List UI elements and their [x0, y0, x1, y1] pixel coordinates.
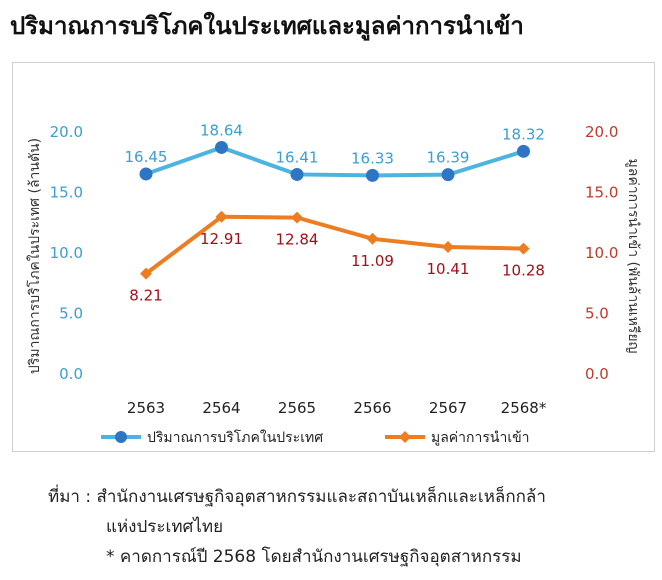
y-right-tick-label: 15.0	[585, 184, 618, 202]
consumption-point	[215, 140, 228, 154]
y-left-tick-label: 10.0	[50, 244, 83, 262]
consumption-data-label: 16.45	[125, 148, 168, 166]
x-tick-label: 2565	[278, 399, 316, 417]
legend-import-marker	[399, 431, 411, 443]
x-tick-label: 2568*	[501, 399, 547, 417]
y-axis-left-label: ปริมาณการบริโภคในประเทศ (ล้านตัน)	[26, 138, 43, 374]
x-tick-label: 2566	[353, 399, 391, 417]
y-axis-right-label: มูลค่าการนำเข้า (พันล้านเหรียญ	[625, 159, 641, 354]
forecast-note: * คาดการณ์ปี 2568 โดยสำนักงานเศรษฐกิจอุต…	[106, 547, 522, 567]
series-consumption-line	[145, 145, 525, 178]
consumption-point	[517, 144, 530, 158]
import-point	[442, 241, 454, 254]
import-point	[366, 232, 379, 245]
y-right-tick-label: 20.0	[585, 123, 618, 141]
import-point	[291, 211, 303, 224]
legend-consumption-label: ปริมาณการบริโภคในประเทศ	[147, 429, 323, 446]
x-tick-label: 2567	[429, 399, 467, 417]
chart-title: ปริมาณการบริโภคในประเทศและมูลค่าการนำเข้…	[10, 12, 524, 40]
legend-import-label: มูลค่าการนำเข้า	[431, 430, 530, 446]
source-note: ที่มา : สำนักงานเศรษฐกิจอุตสาหกรรมและสถา…	[48, 482, 546, 572]
consumption-data-label: 18.64	[200, 121, 243, 139]
import-point	[215, 210, 228, 223]
y-right-tick-label: 5.0	[585, 305, 609, 323]
import-data-label: 8.21	[129, 287, 162, 305]
import-point	[140, 267, 152, 280]
y-left-tick-label: 5.0	[59, 305, 83, 323]
import-data-label: 11.09	[351, 252, 394, 270]
consumption-point	[139, 167, 153, 181]
source-line-2: แห่งประเทศไทย	[106, 517, 224, 537]
consumption-point	[366, 168, 379, 182]
consumption-data-label: 16.41	[276, 148, 319, 166]
x-tick-label: 2563	[127, 399, 165, 417]
y-right-tick-label: 10.0	[585, 244, 618, 262]
source-label: ที่มา :	[48, 487, 92, 507]
y-left-tick-label: 15.0	[50, 184, 83, 202]
consumption-point	[441, 168, 455, 182]
import-data-label: 10.41	[427, 260, 470, 278]
x-tick-label: 2564	[202, 399, 240, 417]
legend: ปริมาณการบริโภคในประเทศ มูลค่าการนำเข้า	[101, 429, 530, 446]
consumption-data-label: 16.39	[427, 149, 470, 167]
consumption-data-label: 18.32	[502, 125, 545, 143]
y-left-tick-label: 20.0	[50, 123, 83, 141]
import-data-label: 12.84	[276, 231, 319, 249]
consumption-point	[290, 167, 304, 181]
chart-container: 20.0 15.0 10.0 5.0 0.0 20.0 15.0 10.0 5.0 0.0 25…	[12, 62, 655, 452]
import-data-label: 12.91	[200, 230, 243, 248]
consumption-data-label: 16.33	[351, 149, 394, 167]
import-point	[517, 242, 530, 255]
source-line-1: สำนักงานเศรษฐกิจอุตสาหกรรมและสถาบันเหล็ก…	[96, 487, 546, 507]
line-chart: 20.0 15.0 10.0 5.0 0.0 20.0 15.0 10.0 5.0 0.0 25…	[26, 121, 641, 446]
series-import-line	[144, 214, 524, 276]
legend-consumption-marker	[115, 431, 127, 443]
y-left-tick-label: 0.0	[59, 365, 83, 383]
y-right-tick-label: 0.0	[585, 365, 609, 383]
import-data-label: 10.28	[502, 262, 545, 280]
